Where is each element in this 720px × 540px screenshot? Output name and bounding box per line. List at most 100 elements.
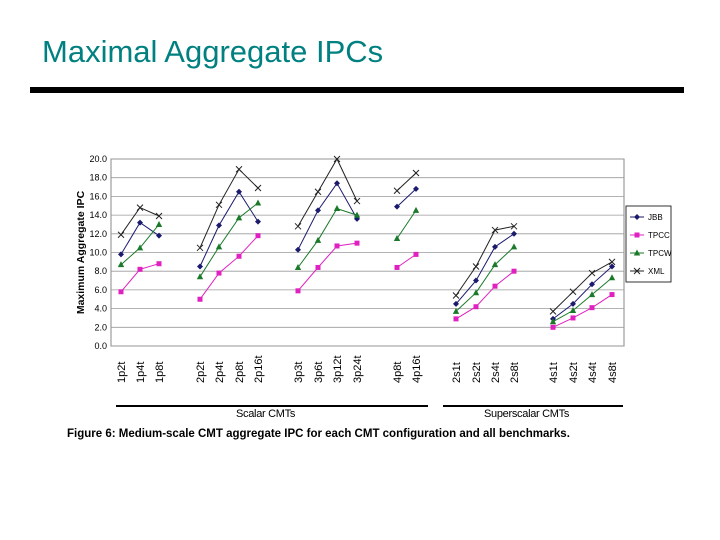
x-tick-label: 2p4t	[214, 362, 226, 383]
tpcc-point	[473, 304, 479, 310]
jbb-point	[609, 263, 615, 270]
tpcw-point	[117, 261, 125, 268]
legend-label-jbb: JBB	[648, 213, 663, 222]
x-tick-label: 1p2t	[116, 362, 128, 383]
jbb-point	[255, 218, 261, 225]
tpcw-point	[569, 306, 577, 313]
tpcw-point	[549, 318, 557, 325]
xml-point	[215, 201, 223, 209]
y-tick-label: 14.0	[89, 210, 107, 220]
xml-point	[412, 169, 420, 177]
tpcc-series-line	[455, 270, 515, 320]
tpcw-series-line	[297, 208, 358, 268]
legend-marker-tpcw	[633, 249, 641, 256]
xml-series-line	[199, 168, 259, 249]
tpcc-point	[394, 264, 400, 270]
x-tick-label: 4s4t	[587, 362, 599, 383]
tpcc-series-line	[396, 253, 417, 268]
x-tick-label: 4s1t	[548, 362, 560, 383]
xml-series-line	[297, 157, 358, 227]
y-tick-label: 12.0	[89, 229, 107, 239]
tpcc-point	[492, 283, 498, 289]
tpcc-point	[453, 316, 459, 322]
tpcw-point	[136, 244, 144, 251]
tpcw-point	[393, 234, 401, 241]
jbb-series-line	[297, 182, 358, 250]
x-tick-label: 2s2t	[471, 362, 483, 383]
tpcc-point	[511, 268, 517, 274]
tpcw-point	[333, 205, 341, 212]
y-tick-label: 10.0	[89, 248, 107, 258]
x-tick-label: 2p8t	[234, 362, 246, 383]
tpcc-series-line	[552, 294, 613, 328]
jbb-series-line	[199, 190, 259, 267]
xml-point	[254, 184, 262, 192]
jbb-series-line	[552, 266, 613, 320]
tpcw-point	[314, 236, 322, 243]
tpcw-point	[491, 261, 499, 268]
xml-series-line	[455, 225, 515, 296]
jbb-point	[453, 300, 459, 307]
tpcc-point	[413, 251, 419, 257]
scalar-group-bracket	[116, 405, 428, 407]
jbb-point	[570, 300, 576, 307]
jbb-point	[511, 230, 517, 237]
x-tick-label: 4s2t	[568, 362, 580, 383]
xml-point	[294, 222, 302, 230]
y-tick-label: 0.0	[94, 341, 107, 351]
superscalar-group-label: Superscalar CMTs	[484, 408, 570, 420]
tpcc-point	[236, 253, 242, 259]
x-tick-label: 3p12t	[332, 355, 344, 383]
y-tick-label: 2.0	[94, 322, 107, 332]
tpcc-point	[609, 292, 615, 298]
tpcw-point	[215, 243, 223, 250]
tpcc-series-line	[297, 242, 358, 292]
xml-point	[393, 187, 401, 195]
y-tick-label: 18.0	[89, 173, 107, 183]
tpcw-point	[353, 211, 361, 218]
legend-label-tpcw: TPCW	[648, 249, 672, 258]
y-tick-label: 4.0	[94, 304, 107, 314]
tpcw-point	[155, 220, 163, 227]
jbb-point	[473, 277, 479, 284]
xml-point	[353, 197, 361, 205]
jbb-point	[492, 243, 498, 250]
xml-point	[117, 231, 125, 239]
figure-caption: Figure 6: Medium-scale CMT aggregate IPC…	[67, 428, 570, 440]
y-tick-label: 6.0	[94, 285, 107, 295]
x-tick-label: 1p4t	[135, 362, 147, 383]
x-tick-label: 3p3t	[293, 362, 305, 383]
jbb-point	[137, 219, 143, 226]
x-tick-label: 3p6t	[313, 362, 325, 383]
tpcc-point	[354, 240, 360, 246]
tpcc-point	[550, 324, 556, 330]
tpcw-point	[510, 243, 518, 250]
tpcc-point	[137, 266, 143, 272]
tpcw-point	[412, 206, 420, 213]
xml-point	[510, 222, 518, 230]
tpcw-point	[294, 263, 302, 270]
tpcc-point	[589, 305, 595, 311]
tpcc-point	[156, 261, 162, 267]
legend-marker-tpcc	[634, 232, 640, 238]
x-tick-label: 4p16t	[411, 355, 423, 383]
x-tick-label: 4s8t	[607, 362, 619, 383]
superscalar-group-bracket	[443, 405, 623, 407]
xml-point	[452, 292, 460, 299]
tpcw-series-line	[199, 202, 259, 278]
jbb-point	[216, 222, 222, 229]
tpcc-point	[216, 270, 222, 276]
tpcw-point	[588, 291, 596, 298]
y-axis-label: Maximum Aggregate IPC	[75, 190, 87, 314]
y-tick-label: 20.0	[89, 154, 107, 164]
jbb-point	[315, 207, 321, 214]
tpcw-point	[196, 273, 204, 280]
tpcw-point	[452, 307, 460, 314]
jbb-point	[589, 281, 595, 288]
tpcc-series-line	[199, 235, 259, 300]
y-tick-label: 8.0	[94, 266, 107, 276]
slide-title: Maximal Aggregate IPCs	[42, 34, 384, 69]
xml-point	[314, 188, 322, 196]
xml-point	[333, 155, 341, 163]
legend-box	[625, 205, 672, 283]
